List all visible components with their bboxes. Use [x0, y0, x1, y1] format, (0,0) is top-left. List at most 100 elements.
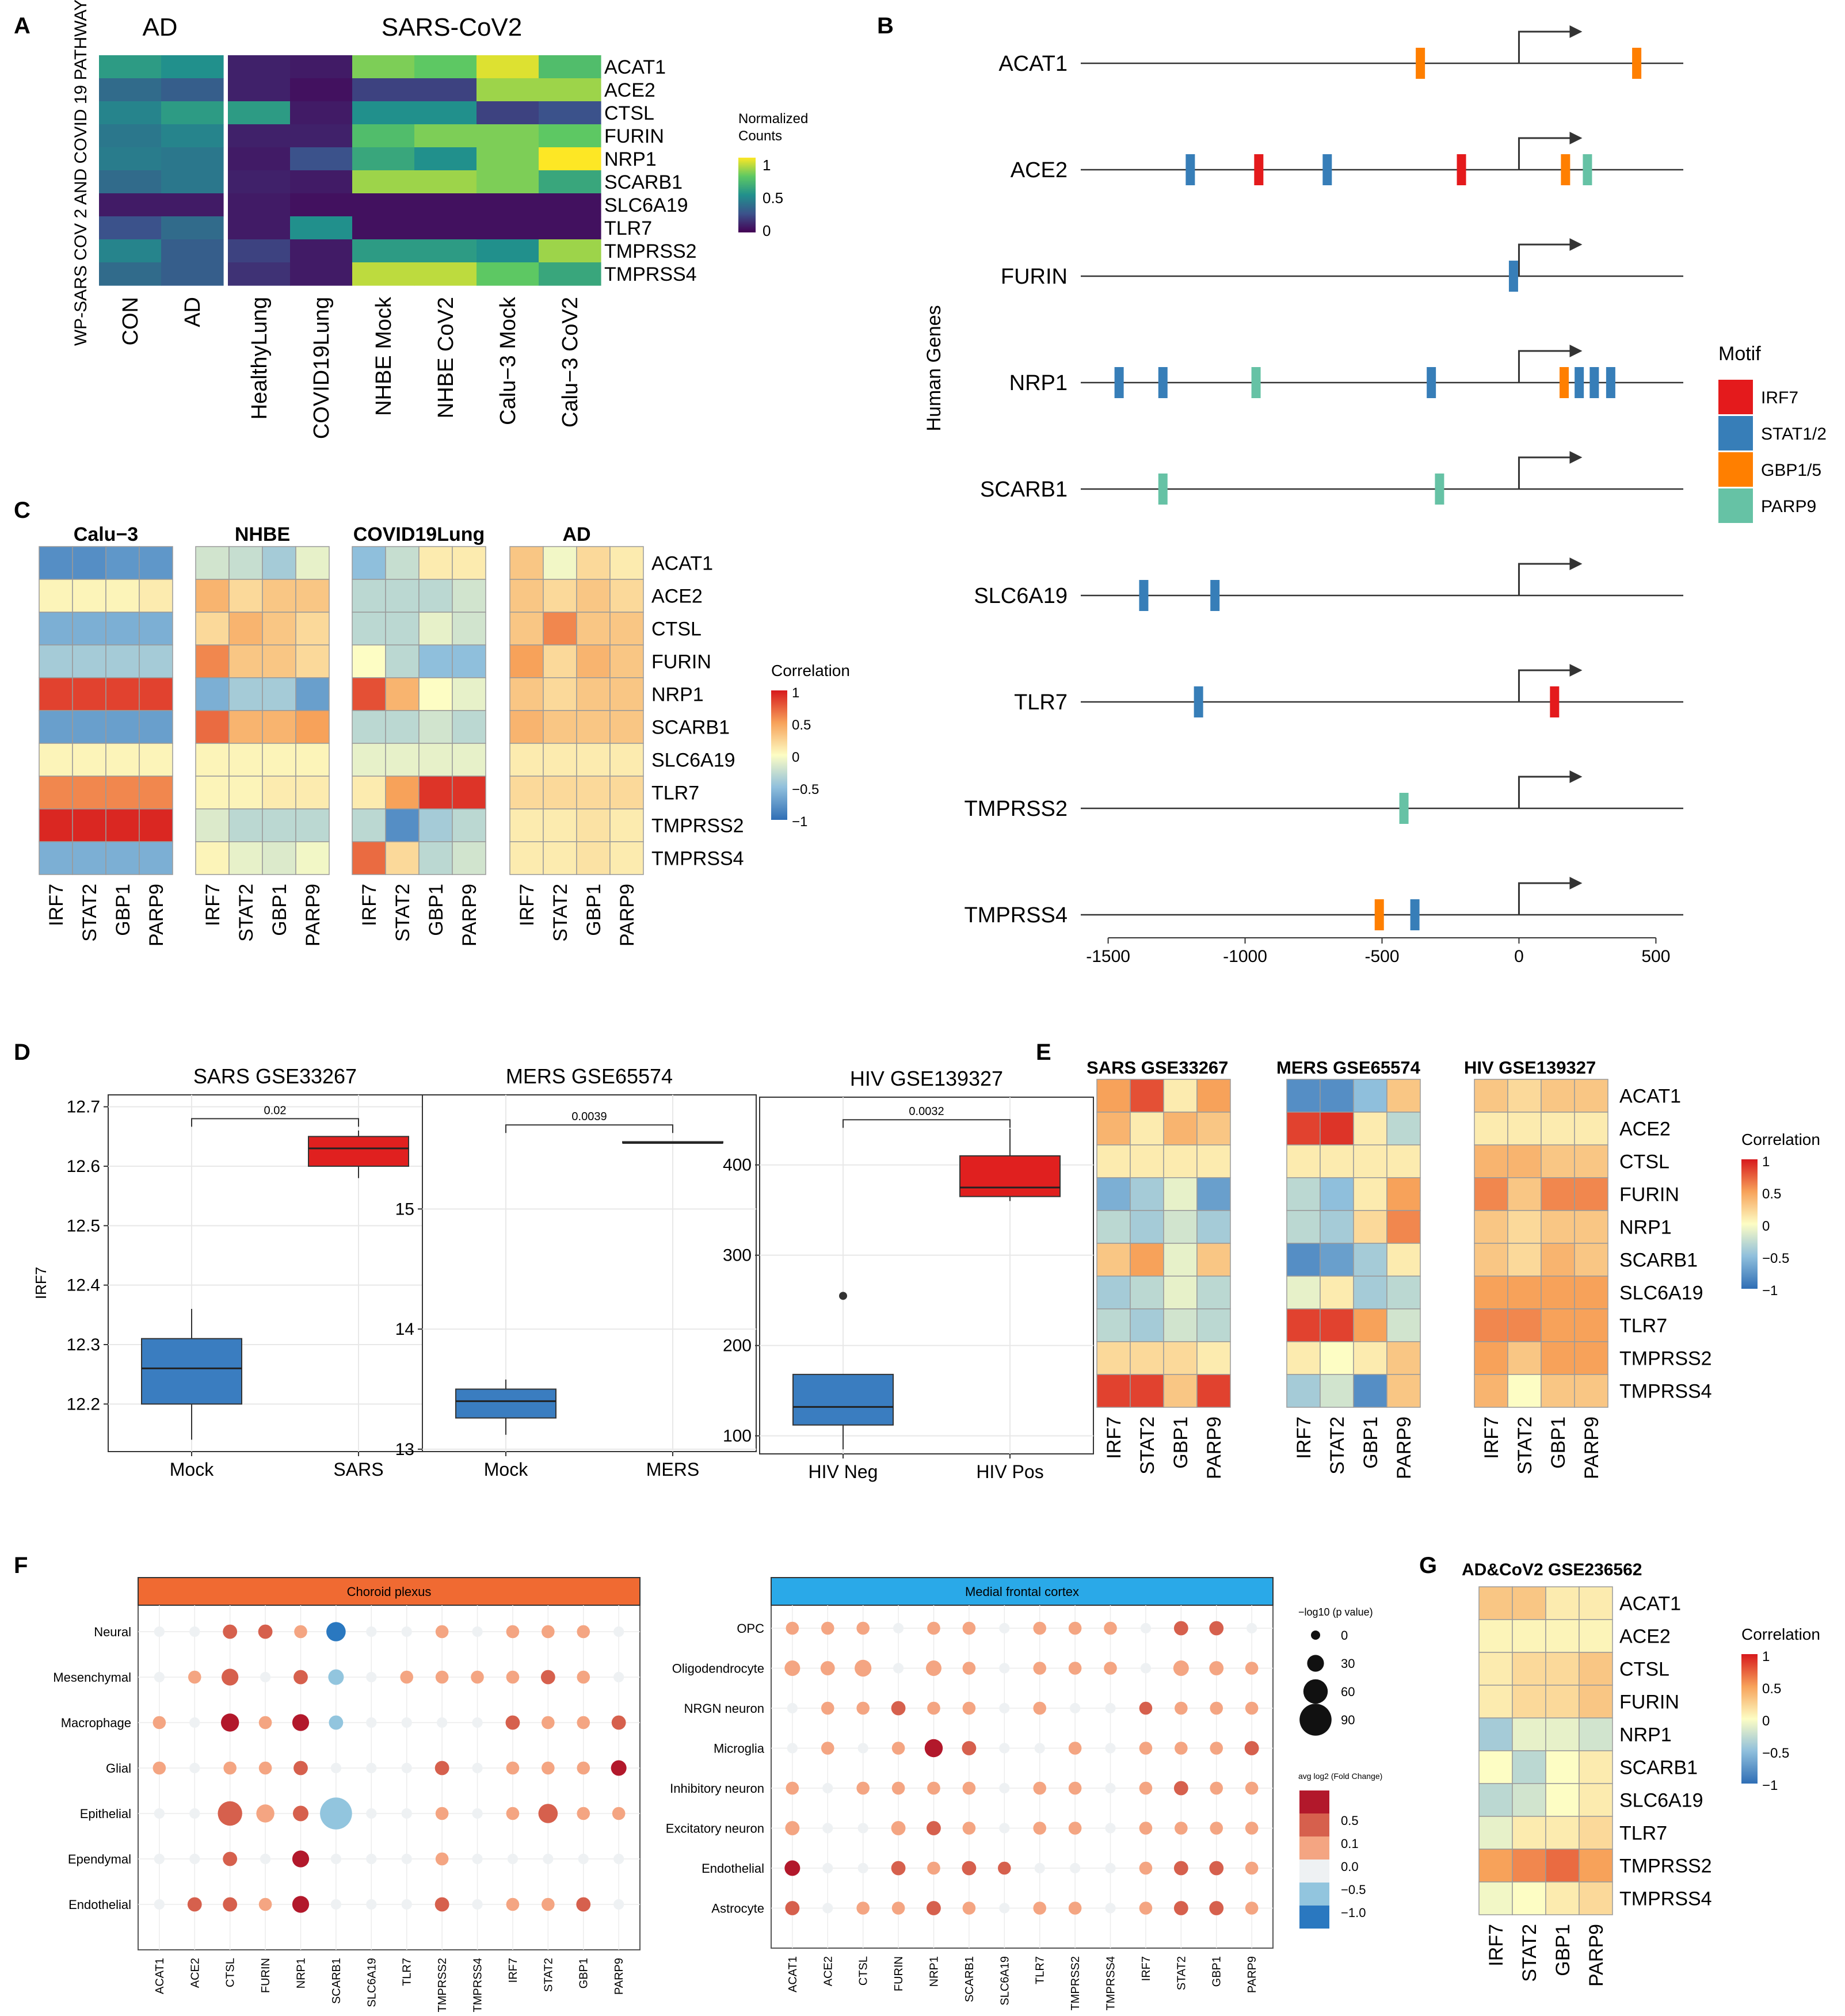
- heatmap-cell: [1130, 1243, 1164, 1277]
- row-label: ACAT1: [1619, 1593, 1681, 1615]
- heatmap-cell: [1320, 1177, 1354, 1211]
- heatmap-cell: [539, 262, 601, 286]
- column-label: GBP1: [1211, 1956, 1223, 1987]
- heatmap-cell: [1507, 1374, 1542, 1408]
- dot: [472, 1899, 483, 1910]
- column-label: PARP9: [1246, 1956, 1259, 1993]
- heatmap-cell: [72, 612, 106, 646]
- heatmap-panel: [509, 546, 644, 875]
- boxplot-panel: 100 200 300 400 HIV Neg HIV Pos 0.0032 HIV GSE1…: [723, 1067, 1094, 1482]
- heatmap-cell: [295, 644, 330, 678]
- dot: [1210, 1822, 1223, 1835]
- dot: [1139, 1701, 1153, 1715]
- y-tick-label: 15: [395, 1200, 414, 1219]
- heatmap-cell: [290, 239, 353, 263]
- heatmap-cell: [99, 78, 162, 102]
- heatmap-cell: [385, 677, 420, 711]
- dot: [999, 1903, 1010, 1914]
- dot: [1033, 1781, 1047, 1795]
- heatmap-cell: [1163, 1177, 1198, 1211]
- heatmap-cell: [99, 170, 162, 194]
- x-tick-label: -1500: [1086, 947, 1130, 966]
- dot: [1209, 1901, 1224, 1915]
- panel-title: HIV GSE139327: [1464, 1057, 1596, 1078]
- heatmap-cell: [352, 55, 415, 79]
- heatmap-cell: [290, 78, 353, 102]
- panel-c-legend-tick: −0.5: [792, 782, 819, 797]
- column-label: COVID19Lung: [310, 297, 334, 439]
- heatmap-cell: [452, 743, 486, 777]
- x-tick-label: MERS: [646, 1459, 699, 1480]
- heatmap-cell: [295, 579, 330, 613]
- heatmap-cell: [452, 808, 486, 842]
- heatmap-cell: [414, 78, 477, 102]
- heatmap-cell: [1574, 1243, 1608, 1277]
- heatmap-cell: [1163, 1341, 1198, 1375]
- heatmap-cell: [228, 710, 263, 744]
- heatmap-cell: [352, 644, 386, 678]
- panel-c-legend-tick: 0.5: [792, 717, 811, 733]
- dot: [154, 1671, 165, 1683]
- heatmap-cell: [352, 677, 386, 711]
- dot: [506, 1625, 520, 1639]
- panel-e-legend-tick: 1: [1762, 1154, 1770, 1170]
- column-label: FURIN: [893, 1956, 905, 1991]
- heatmap-cell: [1386, 1177, 1421, 1211]
- dot: [999, 1622, 1010, 1634]
- dot: [472, 1717, 483, 1728]
- dot: [1245, 1861, 1259, 1875]
- motif-mark: [1416, 48, 1425, 79]
- panel-b-motif-map: ACAT1 ACE2 FURIN NRP1 SCARB1 SLC6A19 TLR7 TMPRS…: [965, 25, 1827, 966]
- heatmap-cell: [72, 644, 106, 678]
- heatmap-cell: [1286, 1243, 1321, 1277]
- heatmap-cell: [1478, 1783, 1513, 1817]
- heatmap-cell: [609, 612, 644, 646]
- heatmap-cell: [477, 170, 539, 194]
- panel-a-colorbar: [738, 158, 756, 232]
- heatmap-cell: [352, 776, 386, 810]
- heatmap-cell: [262, 776, 296, 810]
- heatmap-cell: [1320, 1276, 1354, 1309]
- dot: [891, 1902, 905, 1915]
- dot: [1068, 1742, 1082, 1755]
- heatmap-cell: [509, 579, 544, 613]
- row-label: NRP1: [1619, 1217, 1672, 1239]
- heatmap-cell: [1512, 1619, 1546, 1653]
- heatmap-cell: [105, 808, 140, 842]
- panel-b-legend-title: Motif: [1718, 343, 1761, 365]
- column-label: IRF7: [1140, 1956, 1153, 1981]
- heatmap-cell: [1353, 1210, 1387, 1244]
- panel-a-legend-tick: 0.5: [763, 189, 783, 207]
- heatmap-cell: [99, 147, 162, 171]
- heatmap-cell: [576, 612, 611, 646]
- heatmap-cell: [352, 170, 415, 194]
- heatmap-cell: [195, 710, 230, 744]
- dot: [577, 1761, 590, 1775]
- dot: [258, 1624, 273, 1639]
- column-label: ACE2: [189, 1958, 201, 1988]
- heatmap-cell: [139, 743, 173, 777]
- heatmap-cell: [105, 612, 140, 646]
- x-tick-label: HIV Neg: [809, 1461, 878, 1482]
- dot: [857, 1823, 868, 1834]
- heatmap-cell: [1507, 1308, 1542, 1342]
- heatmap-cell: [1512, 1849, 1546, 1883]
- heatmap-cell: [452, 776, 486, 810]
- x-tick-label: HIV Pos: [976, 1461, 1043, 1482]
- panel-c-heatmaps: Calu−3 IRF7 STAT2 GBP1 PARP9 NHBE IRF7 STAT2 GBP…: [39, 524, 744, 946]
- dot: [1105, 1782, 1116, 1794]
- column-label: PARP9: [1585, 1924, 1607, 1987]
- heatmap-cell: [1545, 1685, 1580, 1719]
- heatmap-cell: [195, 841, 230, 875]
- heatmap-cell: [228, 546, 263, 580]
- heatmap-cell: [414, 262, 477, 286]
- heatmap-cell: [1386, 1144, 1421, 1178]
- heatmap-cell: [1512, 1750, 1546, 1784]
- heatmap-panel: [1286, 1079, 1421, 1408]
- heatmap-cell: [418, 743, 453, 777]
- column-label: TMPRSS4: [1105, 1956, 1118, 2010]
- dot: [366, 1671, 377, 1683]
- dot: [891, 1742, 905, 1755]
- heatmap-cell: [1353, 1144, 1387, 1178]
- panel-g-colorbar: [1741, 1654, 1758, 1784]
